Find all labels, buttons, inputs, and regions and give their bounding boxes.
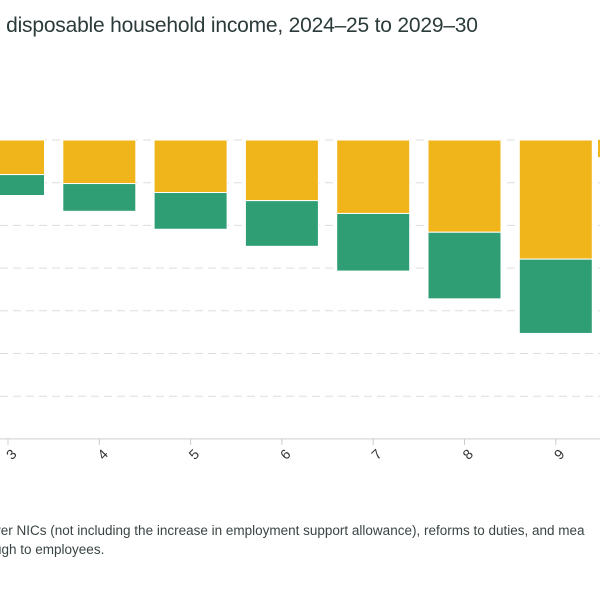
bar-segment-2-decile-6 (244, 200, 319, 247)
bar-segment-1-decile-5 (153, 139, 228, 194)
bar-segment-2-decile-4 (62, 183, 137, 212)
bar-segment-1-decile-3 (0, 139, 45, 176)
bar-segment-1-decile-4 (62, 139, 137, 185)
bar-segment-1-decile-8 (427, 139, 502, 233)
note-line-2: ugh to employees. (0, 542, 105, 557)
bar-segment-1-decile-7 (336, 139, 411, 214)
bar-segment-2-decile-8 (427, 231, 502, 300)
bar-segment-partial (598, 140, 600, 158)
x-tick-label: 8 (459, 446, 476, 463)
x-tick-label: 7 (368, 446, 385, 463)
x-tick-label: 4 (94, 446, 111, 463)
bar-segment-2-decile-7 (336, 212, 411, 272)
x-tick-label: 5 (185, 446, 202, 463)
bar-segment-1-decile-6 (244, 139, 319, 202)
bar-segment-2-decile-5 (153, 192, 228, 230)
x-tick-label: 6 (277, 446, 294, 463)
bar-segment-2-decile-3 (0, 174, 45, 197)
chart-note: yer NICs (not including the increase in … (0, 521, 585, 559)
bar-chart: 3 4 5 6 7 8 9 (0, 139, 600, 463)
x-tick-label: 3 (3, 446, 20, 463)
chart-title: l disposable household income, 2024–25 t… (0, 14, 478, 37)
x-tick-label: 9 (551, 446, 568, 463)
bar-segment-1-decile-9 (518, 139, 593, 260)
note-line-1: yer NICs (not including the increase in … (0, 523, 585, 538)
bar-segment-2-decile-9 (518, 258, 593, 334)
